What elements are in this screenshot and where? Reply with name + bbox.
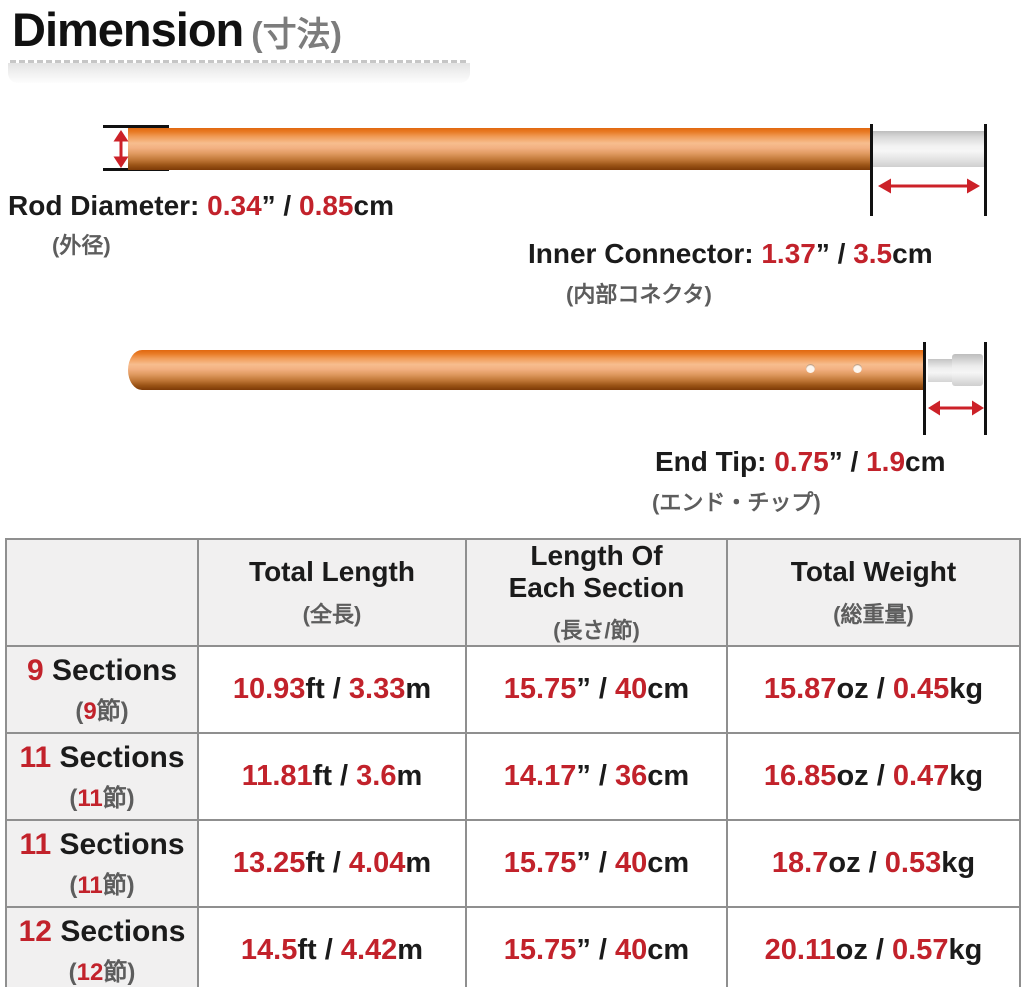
inner-connector-illustration bbox=[872, 131, 985, 167]
table-header-row: Total Length (全長) Length Of Each Section… bbox=[5, 537, 1021, 648]
endtip-measure-line-right bbox=[984, 342, 987, 435]
cell-total-weight: 15.87oz / 0.45kg bbox=[726, 645, 1021, 735]
col-header-section-length: Length Of Each Section (長さ/節) bbox=[465, 537, 728, 648]
connector-measure-line-right bbox=[984, 124, 987, 216]
col-header-empty bbox=[5, 537, 199, 648]
cell-total-weight: 16.85oz / 0.47kg bbox=[726, 732, 1021, 822]
title-jp-text: (寸法) bbox=[251, 16, 342, 54]
rod-illustration-bottom bbox=[128, 350, 925, 390]
row-header-sections: 11 Sections (11節) bbox=[5, 732, 199, 822]
double-arrow-horizontal-icon bbox=[928, 400, 984, 416]
end-tip-jp-label: (エンド・チップ) bbox=[652, 490, 821, 515]
column-title: Length Of bbox=[530, 540, 663, 571]
column-title: Total Length bbox=[249, 556, 415, 588]
column-title-jp: (総重量) bbox=[833, 602, 914, 628]
title-shadow-band bbox=[8, 63, 470, 83]
row-header-sections: 11 Sections (11節) bbox=[5, 819, 199, 909]
connector-measure-line-left bbox=[870, 124, 873, 216]
rod-hole-dot bbox=[853, 364, 862, 373]
cell-section-length: 15.75” / 40cm bbox=[465, 906, 728, 987]
col-header-total-length: Total Length (全長) bbox=[197, 537, 467, 648]
rod-diameter-label: Rod Diameter: 0.34” / 0.85cm bbox=[8, 190, 394, 221]
inner-connector-jp-label: (内部コネクタ) bbox=[566, 282, 712, 307]
page-title: Dimension (寸法) bbox=[8, 0, 470, 83]
cell-section-length: 14.17” / 36cm bbox=[465, 732, 728, 822]
cell-total-weight: 18.7oz / 0.53kg bbox=[726, 819, 1021, 909]
dashed-divider bbox=[10, 60, 466, 63]
endtip-measure-line-left bbox=[923, 342, 926, 435]
cell-total-length: 10.93ft / 3.33m bbox=[197, 645, 467, 735]
column-title-jp: (長さ/節) bbox=[553, 618, 640, 644]
double-arrow-vertical-icon bbox=[113, 130, 129, 168]
row-header-sections: 9 Sections (9節) bbox=[5, 645, 199, 735]
cell-total-length: 11.81ft / 3.6m bbox=[197, 732, 467, 822]
cell-section-length: 15.75” / 40cm bbox=[465, 645, 728, 735]
table-row: 9 Sections (9節) 10.93ft / 3.33m 15.75” /… bbox=[5, 645, 1021, 735]
cell-total-length: 14.5ft / 4.42m bbox=[197, 906, 467, 987]
rod-illustration-top bbox=[128, 128, 872, 170]
rod-diameter-jp-label: (外径) bbox=[52, 233, 111, 258]
cell-total-weight: 20.11oz / 0.57kg bbox=[726, 906, 1021, 987]
column-title-jp: (全長) bbox=[302, 602, 362, 628]
diameter-extension-line-top bbox=[103, 125, 169, 128]
rod-hole-dot bbox=[806, 364, 815, 373]
table-row: 11 Sections (11節) 11.81ft / 3.6m 14.17” … bbox=[5, 732, 1021, 822]
table-row: 11 Sections (11節) 13.25ft / 4.04m 15.75”… bbox=[5, 819, 1021, 909]
cell-total-length: 13.25ft / 4.04m bbox=[197, 819, 467, 909]
spec-table: Total Length (全長) Length Of Each Section… bbox=[5, 537, 1021, 987]
table-row: 12 Sections (12節) 14.5ft / 4.42m 15.75” … bbox=[5, 906, 1021, 987]
title-text: Dimension bbox=[12, 3, 244, 56]
inner-connector-label: Inner Connector: 1.37” / 3.5cm bbox=[528, 238, 933, 269]
column-title-line2: Each Section bbox=[508, 572, 685, 604]
cell-section-length: 15.75” / 40cm bbox=[465, 819, 728, 909]
end-tip-label: End Tip: 0.75” / 1.9cm bbox=[655, 446, 946, 477]
column-title: Total Weight bbox=[790, 556, 957, 588]
end-tip-illustration-stem bbox=[928, 359, 956, 382]
end-tip-illustration-cap bbox=[952, 354, 983, 386]
row-header-sections: 12 Sections (12節) bbox=[5, 906, 199, 987]
col-header-total-weight: Total Weight (総重量) bbox=[726, 537, 1021, 648]
double-arrow-horizontal-icon bbox=[878, 178, 980, 194]
